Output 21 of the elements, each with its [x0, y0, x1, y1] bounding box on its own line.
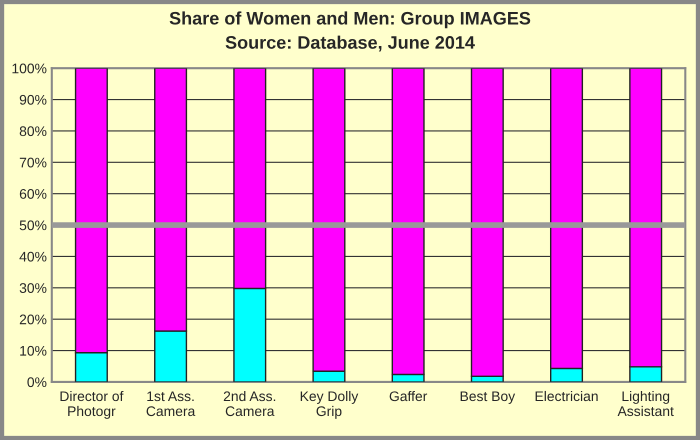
y-tick-label: 40%: [19, 252, 46, 262]
y-tick-label: 50%: [20, 220, 46, 230]
x-tick-label: Director of Photogr: [60, 390, 124, 419]
y-tick-label: 30%: [20, 283, 46, 293]
x-tick-label: Lighting Assistant: [618, 390, 674, 416]
y-tick-label: 100%: [12, 64, 46, 74]
chart-subtitle: Source: Database, June 2014: [226, 36, 475, 52]
y-tick-label: 20%: [20, 314, 46, 324]
x-tick-label: 1st Ass. Camera: [146, 391, 196, 416]
y-tick-label: 10%: [20, 346, 46, 356]
x-tick-label: Electrician: [536, 390, 598, 402]
chart-title: Share of Women and Men: Group IMAGES: [170, 11, 530, 28]
y-tick-label: 90%: [20, 94, 46, 105]
x-tick-label: Key Dolly Grip: [300, 390, 358, 419]
y-tick-label: 60%: [20, 189, 46, 199]
y-tick-label: 70%: [20, 158, 46, 168]
y-tick-label: 0%: [27, 377, 46, 388]
x-tick-label: 2nd Ass. Camera: [224, 390, 276, 416]
y-tick-label: 80%: [20, 126, 46, 136]
x-tick-label: Gaffer: [390, 390, 428, 402]
x-tick-label: Best Boy: [460, 391, 516, 404]
